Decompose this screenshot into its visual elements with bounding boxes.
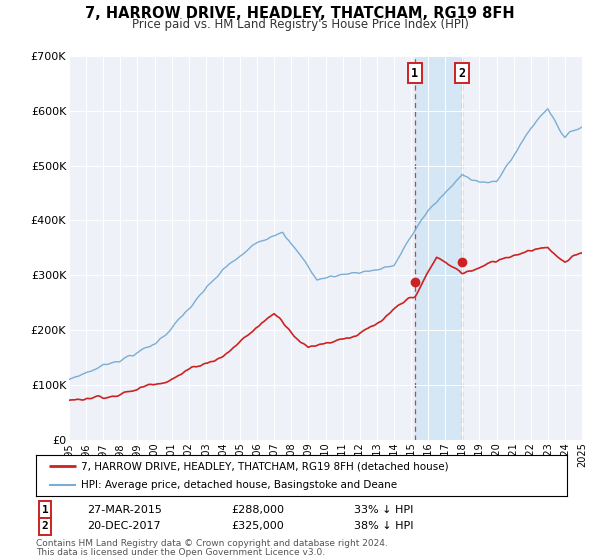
Text: HPI: Average price, detached house, Basingstoke and Deane: HPI: Average price, detached house, Basi… [81,480,397,489]
Text: 7, HARROW DRIVE, HEADLEY, THATCHAM, RG19 8FH: 7, HARROW DRIVE, HEADLEY, THATCHAM, RG19… [85,6,515,21]
Text: 1: 1 [41,505,49,515]
Text: Price paid vs. HM Land Registry's House Price Index (HPI): Price paid vs. HM Land Registry's House … [131,18,469,31]
Text: 1: 1 [411,67,418,80]
Text: Contains HM Land Registry data © Crown copyright and database right 2024.: Contains HM Land Registry data © Crown c… [36,539,388,548]
Text: 7, HARROW DRIVE, HEADLEY, THATCHAM, RG19 8FH (detached house): 7, HARROW DRIVE, HEADLEY, THATCHAM, RG19… [81,461,449,471]
Text: 20-DEC-2017: 20-DEC-2017 [87,521,161,531]
Text: 2: 2 [458,67,466,80]
Bar [415,56,462,440]
Text: 33% ↓ HPI: 33% ↓ HPI [354,505,413,515]
Text: £288,000: £288,000 [231,505,284,515]
Text: 27-MAR-2015: 27-MAR-2015 [87,505,162,515]
Text: 38% ↓ HPI: 38% ↓ HPI [354,521,413,531]
Text: This data is licensed under the Open Government Licence v3.0.: This data is licensed under the Open Gov… [36,548,325,557]
Text: £325,000: £325,000 [231,521,284,531]
Text: 2: 2 [41,521,49,531]
